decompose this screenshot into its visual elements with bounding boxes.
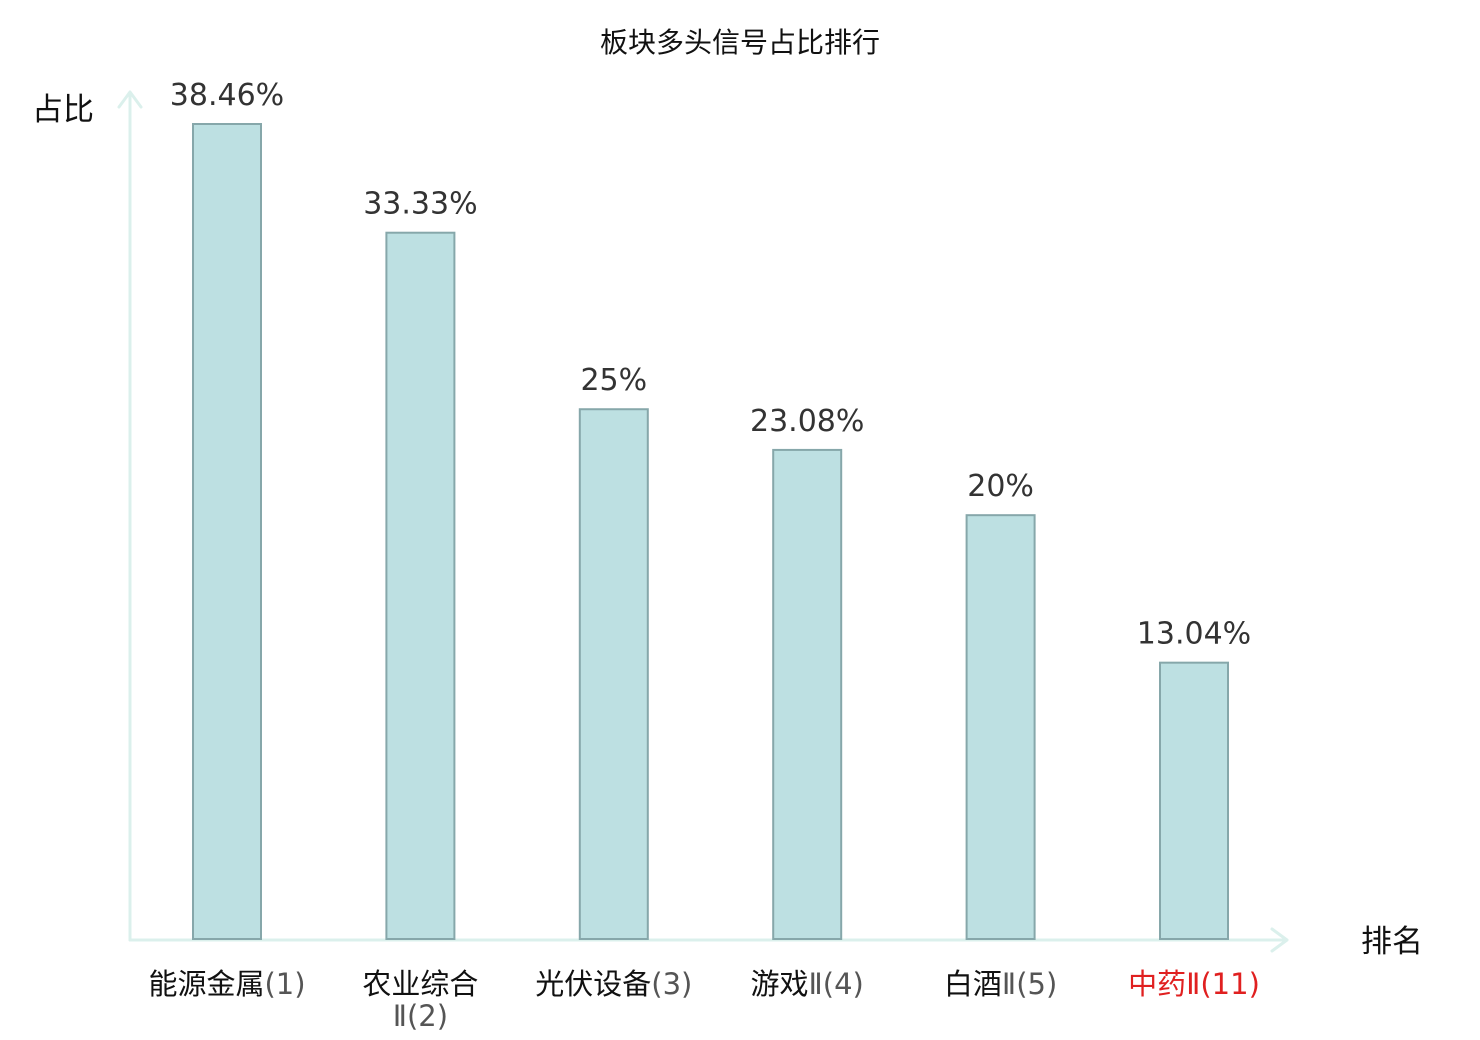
- y-axis-title: 占比: [32, 92, 94, 128]
- x-tick-label-5: 白酒Ⅱ(5): [944, 967, 1057, 1001]
- x-tick-name: 光伏设备: [535, 967, 651, 1001]
- svg-text:中药Ⅱ(11): 中药Ⅱ(11): [1128, 967, 1260, 1001]
- x-tick-name: 白酒: [944, 967, 1002, 1001]
- x-tick-rank: Ⅱ(2): [393, 999, 448, 1033]
- svg-text:游戏Ⅱ(4): 游戏Ⅱ(4): [751, 967, 864, 1001]
- x-tick-rank: Ⅱ(11): [1186, 967, 1260, 1001]
- value-label-6: 13.04%: [1137, 617, 1251, 652]
- y-axis-line: [117, 90, 143, 942]
- value-label-3: 25%: [580, 363, 647, 398]
- x-tick-name: 农业综合: [362, 967, 478, 1001]
- x-tick-label-4: 游戏Ⅱ(4): [751, 967, 864, 1001]
- bars-group: [192, 123, 1229, 940]
- chart-axes: [117, 90, 1289, 953]
- value-label-1: 38.46%: [170, 78, 284, 113]
- x-axis-title: 排名: [1361, 924, 1423, 960]
- x-tick-rank: Ⅱ(5): [1002, 967, 1057, 1001]
- bar-2: [385, 231, 456, 940]
- svg-text:白酒Ⅱ(5): 白酒Ⅱ(5): [944, 967, 1057, 1001]
- value-label-2: 33.33%: [363, 187, 477, 222]
- x-tick-name: 游戏: [751, 967, 809, 1001]
- x-axis-line: [128, 927, 1289, 953]
- chart-title: 板块多头信号占比排行: [600, 26, 880, 59]
- bar-4: [772, 448, 843, 940]
- value-labels-group: 38.46% 33.33% 25% 23.08% 20% 13.04%: [170, 78, 1251, 652]
- x-tick-rank: (3): [651, 967, 692, 1001]
- svg-text:光伏设备(3): 光伏设备(3): [535, 967, 692, 1001]
- x-tick-name: 中药: [1128, 967, 1186, 1001]
- x-tick-label-6: 中药Ⅱ(11): [1128, 967, 1260, 1001]
- value-label-4: 23.08%: [750, 404, 864, 439]
- bar-1: [192, 123, 262, 940]
- bar-3: [578, 408, 649, 940]
- x-tick-label-1: 能源金属(1): [148, 967, 305, 1001]
- x-tick-name: 能源金属: [148, 967, 264, 1001]
- x-tick-rank: (1): [264, 967, 305, 1001]
- value-label-5: 20%: [967, 469, 1034, 504]
- x-tick-rank: Ⅱ(4): [809, 967, 864, 1001]
- svg-text:能源金属(1): 能源金属(1): [148, 967, 305, 1001]
- x-tick-label-3: 光伏设备(3): [535, 967, 692, 1001]
- bar-5: [965, 514, 1036, 940]
- bar-6: [1159, 661, 1229, 940]
